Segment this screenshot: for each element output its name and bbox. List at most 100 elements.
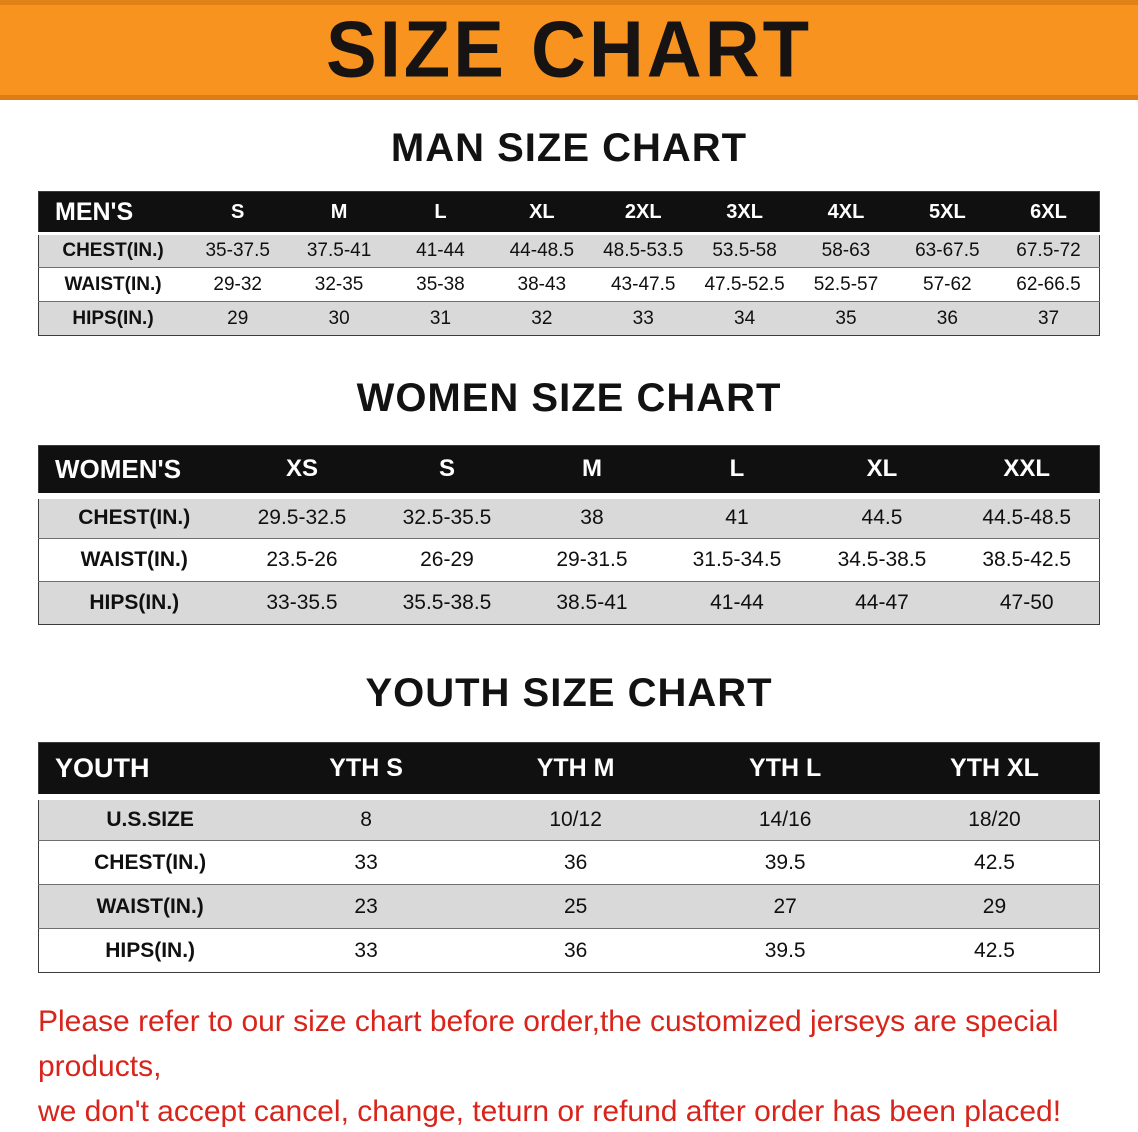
size-header-cell: L — [664, 445, 810, 499]
measurement-value: 36 — [896, 301, 999, 336]
measurement-value: 33-35.5 — [229, 581, 375, 625]
measurement-label: CHEST(IN.) — [38, 840, 262, 885]
measurement-value: 41-44 — [389, 233, 492, 268]
measurement-value: 35.5-38.5 — [374, 581, 520, 625]
measurement-row: HIPS(IN.) 33-35.5 35.5-38.5 38.5-41 41-44 44-… — [38, 581, 1100, 625]
measurement-value: 52.5-57 — [795, 267, 897, 302]
women-size-table: WOMEN'S XS S M L XL XXL CHEST(IN.) 29.5-32.5 32.5… — [38, 445, 1100, 625]
measurement-label: HIPS(IN.) — [38, 928, 262, 973]
measurement-value: 32.5-35.5 — [374, 495, 520, 539]
measurement-value: 39.5 — [680, 928, 890, 973]
size-header-cell: S — [187, 191, 289, 235]
men-size-table: MEN'S S M L XL 2XL 3XL 4XL 5XL 6XL CHEST(IN.) 35-37… — [38, 191, 1100, 336]
measurement-value: 31.5-34.5 — [664, 538, 810, 582]
measurement-value: 30 — [288, 301, 390, 336]
measurement-value: 31 — [389, 301, 492, 336]
size-header-cell: YTH XL — [889, 742, 1100, 800]
measurement-value: 8 — [261, 796, 471, 841]
size-header-cell: YTH M — [470, 742, 681, 800]
size-header-cell: XS — [229, 445, 375, 499]
measurement-value: 63-67.5 — [896, 233, 999, 268]
measurement-row: CHEST(IN.) 29.5-32.5 32.5-35.5 38 41 44.5 44.5… — [38, 495, 1100, 539]
measurement-value: 26-29 — [374, 538, 520, 582]
measurement-row: WAIST(IN.) 23.5-26 26-29 29-31.5 31.5-34.5 34… — [38, 538, 1100, 582]
measurement-row: HIPS(IN.) 29 30 31 32 33 34 35 36 37 — [38, 301, 1100, 336]
size-header-cell: M — [519, 445, 665, 499]
measurement-value: 38.5-42.5 — [954, 538, 1100, 582]
measurement-value: 43-47.5 — [592, 267, 694, 302]
table-title-cell: MEN'S — [38, 191, 188, 235]
measurement-value: 18/20 — [889, 796, 1100, 841]
measurement-value: 32-35 — [288, 267, 390, 302]
order-notice-line-2: we don't accept cancel, change, teturn o… — [38, 1095, 1062, 1128]
measurement-value: 37 — [998, 301, 1100, 336]
measurement-row: CHEST(IN.) 35-37.5 37.5-41 41-44 44-48.5 48.5… — [38, 233, 1100, 268]
measurement-label: WAIST(IN.) — [38, 267, 188, 302]
measurement-value: 44.5 — [809, 495, 955, 539]
measurement-value: 39.5 — [680, 840, 890, 885]
women-chart-heading: WOMEN SIZE CHART — [356, 376, 782, 420]
measurement-value: 41 — [664, 495, 810, 539]
measurement-row: WAIST(IN.) 29-32 32-35 35-38 38-43 43-47.5 47.… — [38, 267, 1100, 302]
measurement-value: 38-43 — [491, 267, 593, 302]
measurement-value: 38.5-41 — [519, 581, 665, 625]
size-chart-banner: SIZE CHART — [0, 0, 1138, 100]
measurement-label: WAIST(IN.) — [38, 884, 262, 929]
measurement-value: 29-31.5 — [519, 538, 665, 582]
measurement-value: 44-48.5 — [491, 233, 593, 268]
measurement-value: 29 — [187, 301, 289, 336]
size-header-cell: YTH L — [680, 742, 890, 800]
measurement-value: 44-47 — [809, 581, 955, 625]
measurement-value: 27 — [680, 884, 890, 929]
order-notice: Please refer to our size chart before or… — [38, 999, 1100, 1132]
table-title-cell: WOMEN'S — [38, 445, 230, 499]
size-header-cell: L — [389, 191, 492, 235]
measurement-label: WAIST(IN.) — [38, 538, 230, 582]
measurement-row: CHEST(IN.) 33 36 39.5 42.5 — [38, 840, 1100, 885]
measurement-value: 29.5-32.5 — [229, 495, 375, 539]
measurement-value: 67.5-72 — [998, 233, 1100, 268]
measurement-value: 33 — [261, 928, 471, 973]
measurement-label: CHEST(IN.) — [38, 495, 230, 539]
measurement-value: 42.5 — [889, 840, 1100, 885]
measurement-label: HIPS(IN.) — [38, 581, 230, 625]
measurement-value: 42.5 — [889, 928, 1100, 973]
banner-title: SIZE CHART — [326, 4, 812, 95]
measurement-value: 35 — [795, 301, 897, 336]
measurement-value: 48.5-53.5 — [592, 233, 694, 268]
measurement-value: 14/16 — [680, 796, 890, 841]
size-header-cell: YTH S — [261, 742, 471, 800]
size-header-cell: 4XL — [795, 191, 897, 235]
size-header-cell: XL — [809, 445, 955, 499]
measurement-value: 62-66.5 — [998, 267, 1100, 302]
size-header-cell: M — [288, 191, 390, 235]
measurement-label: U.S.SIZE — [38, 796, 262, 841]
measurement-value: 33 — [592, 301, 694, 336]
table-title-cell: YOUTH — [38, 742, 262, 800]
measurement-value: 44.5-48.5 — [954, 495, 1100, 539]
size-header-cell: 6XL — [998, 191, 1100, 235]
youth-chart-heading: YOUTH SIZE CHART — [365, 671, 773, 715]
measurement-row: U.S.SIZE 8 10/12 14/16 18/20 — [38, 796, 1100, 841]
measurement-value: 34 — [693, 301, 796, 336]
size-header-cell: 5XL — [896, 191, 999, 235]
measurement-value: 47-50 — [954, 581, 1100, 625]
size-header-cell: XL — [491, 191, 593, 235]
measurement-value: 29 — [889, 884, 1100, 929]
man-chart-heading: MAN SIZE CHART — [390, 126, 748, 170]
measurement-value: 37.5-41 — [288, 233, 390, 268]
youth-size-table: YOUTH YTH S YTH M YTH L YTH XL U.S.SIZE 8 10/12… — [38, 742, 1100, 973]
measurement-value: 58-63 — [795, 233, 897, 268]
table-header-row: MEN'S S M L XL 2XL 3XL 4XL 5XL 6XL — [38, 191, 1100, 235]
table-header-row: YOUTH YTH S YTH M YTH L YTH XL — [38, 742, 1100, 800]
measurement-value: 53.5-58 — [693, 233, 796, 268]
measurement-value: 10/12 — [470, 796, 681, 841]
size-header-cell: S — [374, 445, 520, 499]
measurement-value: 32 — [491, 301, 593, 336]
measurement-value: 34.5-38.5 — [809, 538, 955, 582]
size-header-cell: XXL — [954, 445, 1100, 499]
measurement-label: HIPS(IN.) — [38, 301, 188, 336]
measurement-row: HIPS(IN.) 33 36 39.5 42.5 — [38, 928, 1100, 973]
measurement-value: 33 — [261, 840, 471, 885]
